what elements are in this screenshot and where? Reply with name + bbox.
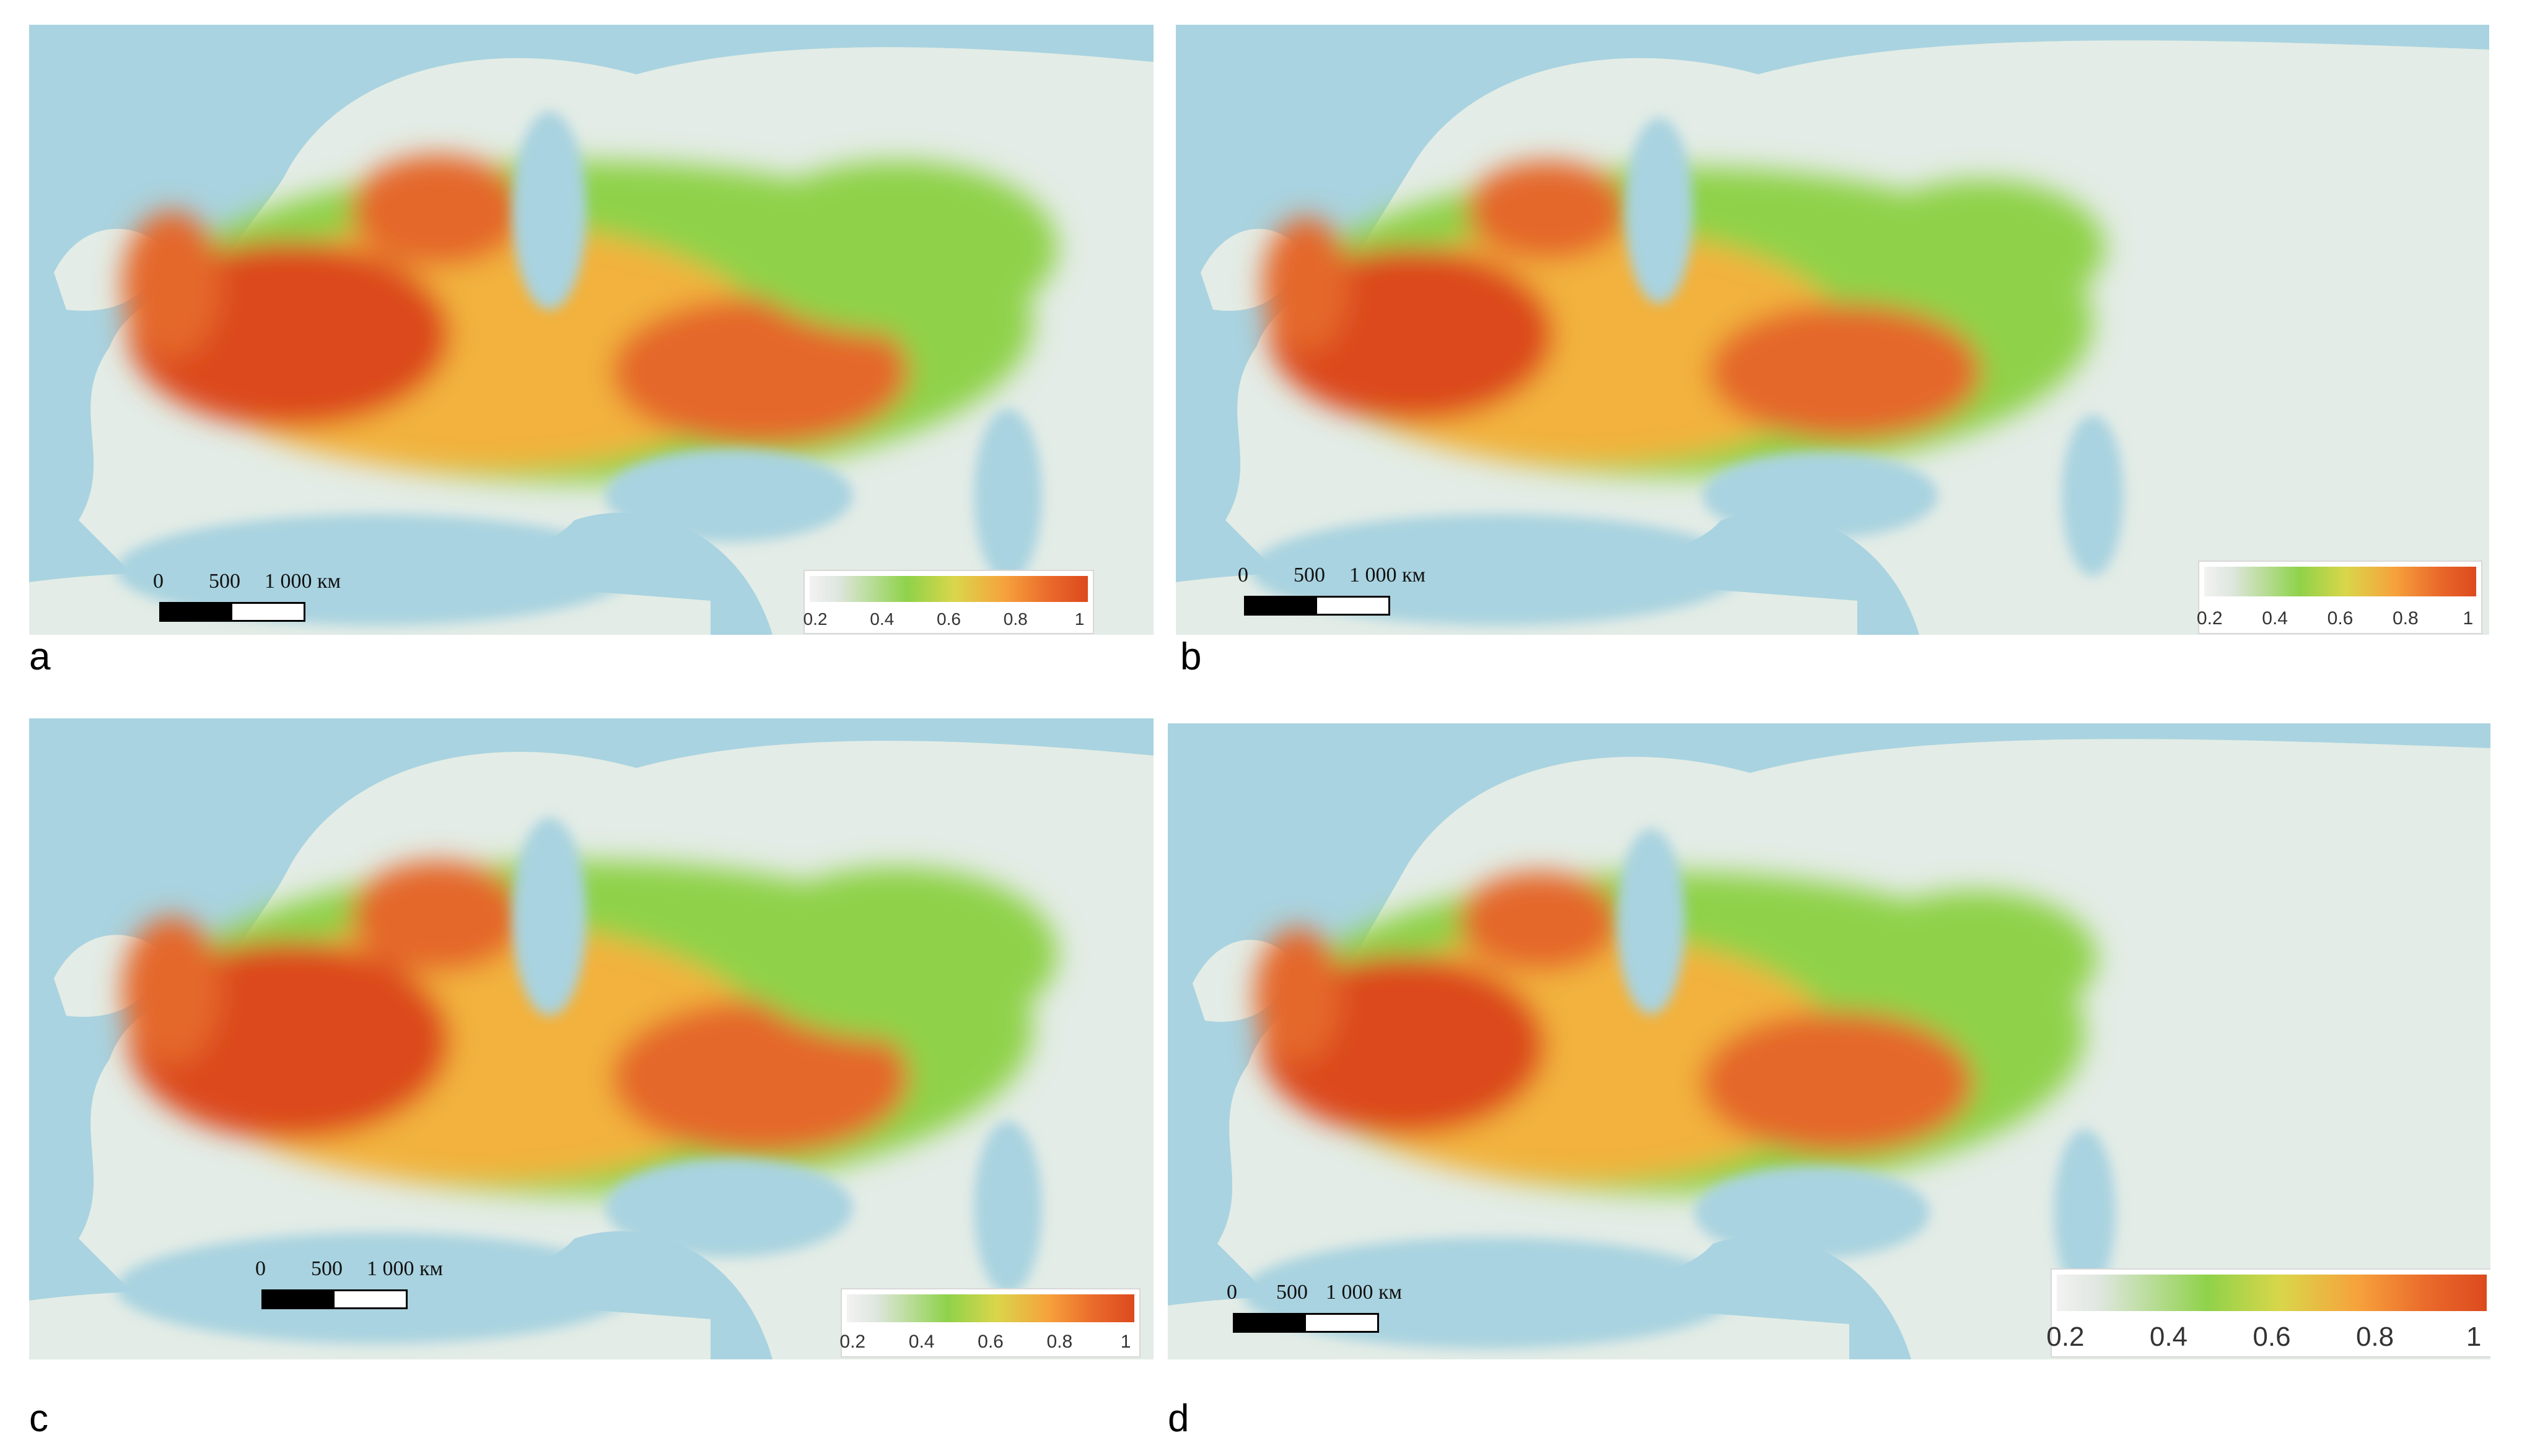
suitability-map-c	[29, 741, 1154, 1359]
color-legend: 0.2 0.4 0.6 0.8 1	[839, 1288, 1141, 1358]
legend-tick: 0.8	[2355, 1322, 2394, 1352]
suitability-surface	[1263, 161, 2105, 477]
legend-tick: 0.6	[937, 609, 961, 629]
panel-label-a: a	[29, 635, 51, 678]
scale-tick: 1 000 км	[367, 1257, 444, 1280]
scale-bar-graphic	[261, 1289, 408, 1309]
map-panel-b: 0 500 1 000 км 0.2 0.4 0.6 0.8 1	[1176, 25, 2489, 635]
color-ramp	[810, 576, 1088, 602]
panel-label-c: c	[29, 1397, 48, 1440]
scale-tick: 0	[255, 1257, 266, 1280]
suitability-surface	[122, 861, 1058, 1195]
suitability-map-d	[1168, 739, 2490, 1359]
scale-tick: 1 000 км	[1326, 1281, 1403, 1304]
panel-label-d: d	[1168, 1397, 1189, 1440]
scale-tick: 0	[1238, 564, 1248, 586]
suitability-surface	[1255, 872, 2097, 1194]
map-panel-d: 0 500 1 000 км 0.2 0.4 0.6 0.8 1	[1168, 723, 2490, 1359]
legend-tick: 0.6	[2327, 608, 2354, 629]
legend-tick: 0.6	[978, 1332, 1004, 1352]
map-panel-c: 0 500 1 000 км 0.2 0.4 0.6 0.8 1	[29, 718, 1154, 1359]
scale-bar: 0 500 1 000 км	[1238, 564, 1426, 619]
color-ramp	[847, 1294, 1134, 1323]
legend-tick: 0.4	[2262, 608, 2288, 629]
legend-tick: 0.2	[803, 609, 828, 629]
scale-tick: 500	[311, 1257, 343, 1280]
color-ramp	[2057, 1275, 2487, 1311]
color-legend: 0.2 0.4 0.6 0.8 1	[2196, 560, 2482, 634]
legend-tick: 0.8	[1046, 1332, 1073, 1352]
scale-bar: 0 500 1 000 км	[153, 570, 341, 626]
legend-tick: 1	[2463, 608, 2474, 629]
legend-tick: 0.2	[2046, 1322, 2085, 1352]
legend-tick: 0.8	[1003, 609, 1028, 629]
suitability-map-b	[1176, 40, 2489, 635]
suitability-map-a	[29, 47, 1154, 635]
map-panel-a: 0 500 1 000 км 0.2 0.4 0.6 0.8 1	[29, 25, 1154, 635]
legend-tick: 0.2	[839, 1332, 866, 1352]
scale-tick: 0	[1227, 1281, 1237, 1304]
legend-tick: 0.4	[2149, 1322, 2188, 1352]
legend-tick: 0.2	[2196, 608, 2223, 629]
scale-tick: 500	[209, 570, 240, 593]
legend-tick: 1	[1120, 1332, 1131, 1352]
seas	[116, 111, 1042, 626]
color-legend: 0.2 0.4 0.6 0.8 1	[804, 570, 1094, 634]
legend-tick: 0.4	[870, 609, 895, 629]
scale-tick: 0	[153, 570, 164, 593]
scale-bar-graphic	[159, 602, 305, 622]
scale-tick: 1 000 км	[1349, 564, 1426, 586]
legend-tick: 1	[2466, 1322, 2482, 1352]
color-legend: 0.2 0.4 0.6 0.8 1	[2046, 1268, 2490, 1358]
legend-tick: 1	[1074, 609, 1085, 629]
scale-tick: 500	[1276, 1281, 1308, 1304]
scale-tick: 1 000 км	[265, 570, 341, 593]
color-ramp	[2204, 567, 2476, 597]
legend-tick: 0.4	[908, 1332, 935, 1352]
legend-tick: 0.6	[2253, 1322, 2291, 1352]
scale-bar-graphic	[1233, 1313, 1379, 1333]
scale-bar: 0 500 1 000 км	[1227, 1281, 1402, 1336]
scale-bar: 0 500 1 000 км	[255, 1257, 443, 1313]
seas	[116, 817, 1042, 1344]
legend-tick: 0.8	[2393, 608, 2419, 629]
panel-label-b: b	[1180, 635, 1202, 678]
suitability-surface	[122, 155, 1058, 483]
scale-bar-graphic	[1244, 596, 1390, 616]
scale-tick: 500	[1294, 564, 1325, 586]
